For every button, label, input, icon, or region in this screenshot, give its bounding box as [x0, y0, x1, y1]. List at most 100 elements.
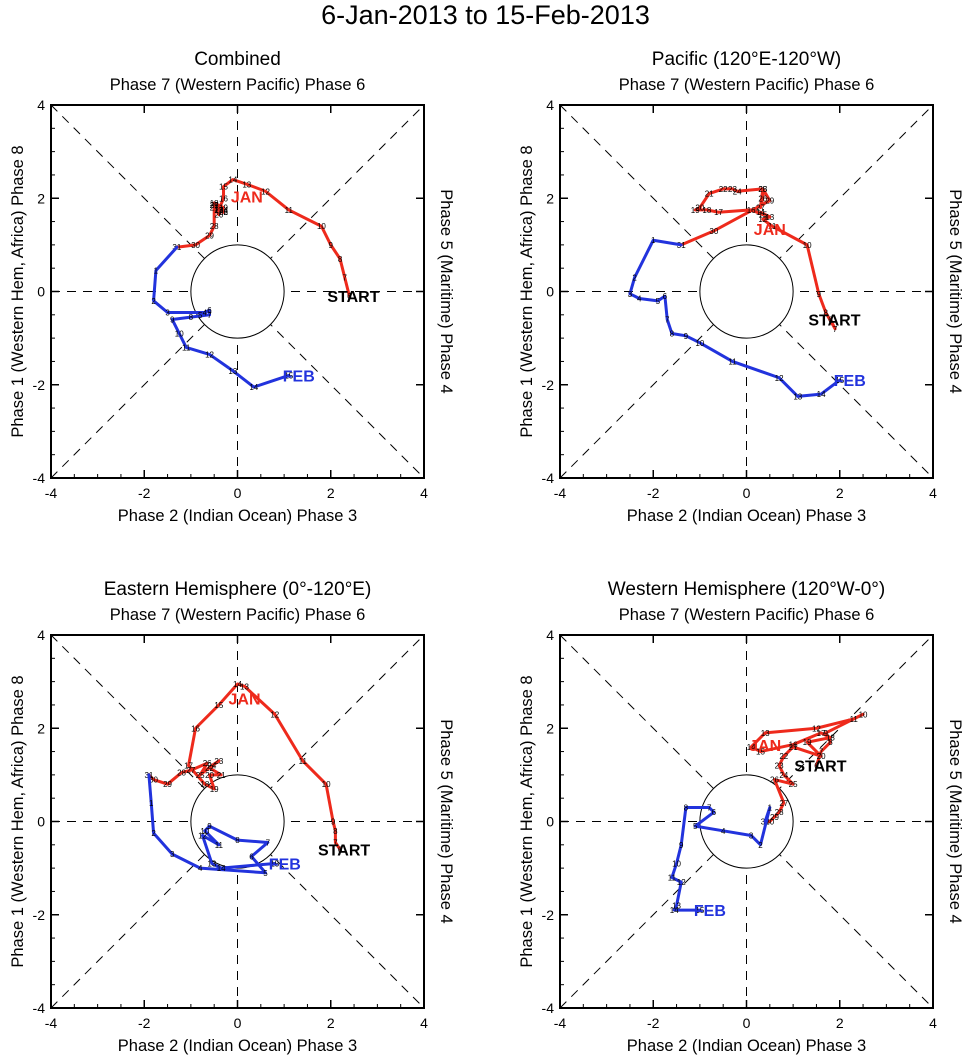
y-tick-label: -2: [33, 907, 46, 923]
x-tick-label: 0: [234, 1015, 242, 1031]
day-label: 26: [758, 194, 767, 203]
day-label: 27: [779, 799, 788, 808]
day-label: 28: [758, 185, 767, 194]
y-tick-label: -2: [33, 377, 46, 393]
panel-2: Pacific (120°E-120°W) Phase 7 (Western Pa…: [518, 49, 964, 525]
x-tick-label: -4: [45, 1015, 58, 1031]
day-label: 14: [747, 743, 756, 752]
left-axis-label: Phase 1 (Western Hem, Africa) Phase 8: [9, 145, 27, 437]
day-label: 15: [758, 211, 767, 220]
x-tick-label: -2: [647, 485, 660, 501]
day-label: 16: [219, 194, 228, 203]
top-axis-label: Phase 7 (Western Pacific) Phase 6: [110, 76, 366, 94]
day-label: 7: [665, 315, 670, 324]
day-label: 5: [656, 297, 661, 306]
day-label: 8: [670, 329, 675, 338]
day-label: 16: [747, 206, 756, 215]
x-tick-label: 4: [929, 1015, 937, 1031]
day-label: 29: [205, 232, 214, 241]
y-tick-label: 0: [546, 814, 554, 830]
jan-label: JAN: [749, 738, 781, 755]
day-label: 12: [261, 187, 270, 196]
y-tick-label: 0: [37, 814, 45, 830]
day-label: 13: [793, 392, 802, 401]
right-axis-label: Phase 5 (Maritime) Phase 4: [946, 719, 964, 924]
top-axis-label: Phase 7 (Western Pacific) Phase 6: [619, 606, 875, 624]
day-label: 23: [214, 757, 223, 766]
day-label: 7: [819, 748, 824, 757]
day-label: 4: [203, 308, 208, 317]
x-tick-label: 0: [743, 485, 751, 501]
day-label: 14: [228, 176, 237, 185]
figure-title: 6-Jan-2013 to 15-Feb-2013: [321, 0, 650, 30]
day-label: 24: [779, 771, 788, 780]
day-label: 19: [210, 785, 219, 794]
day-label: 8: [828, 738, 833, 747]
y-tick-label: -2: [542, 907, 555, 923]
day-label: 14: [249, 383, 258, 392]
unit-circle: [190, 244, 285, 339]
day-label: 28: [210, 222, 219, 231]
start-label: START: [808, 312, 860, 329]
feb-label: FEB: [834, 373, 866, 390]
day-label: 9: [331, 818, 336, 827]
day-label: 30: [149, 776, 158, 785]
y-tick-label: 2: [37, 190, 45, 206]
day-label: 7: [707, 804, 712, 813]
top-axis-label: Phase 7 (Western Pacific) Phase 6: [619, 76, 875, 94]
day-label: 13: [228, 367, 237, 376]
y-tick-label: 4: [37, 627, 45, 643]
day-label: 9: [207, 822, 212, 831]
day-label: 6: [814, 762, 819, 771]
day-label: 14: [817, 390, 826, 399]
day-label: 11: [285, 206, 294, 215]
day-label: 8: [684, 804, 689, 813]
day-label: 20: [214, 211, 223, 220]
x-tick-label: 4: [420, 1015, 428, 1031]
day-label: 10: [317, 222, 326, 231]
feb-label: FEB: [694, 903, 726, 920]
day-label: 20: [817, 752, 826, 761]
day-label: 24: [733, 187, 742, 196]
day-label: 21: [789, 743, 798, 752]
series-line-jan: [749, 712, 865, 823]
day-label: 15: [695, 906, 704, 915]
day-label: 10: [803, 241, 812, 250]
day-label: 6: [338, 845, 343, 854]
day-label: 14: [233, 680, 242, 689]
day-label: 26: [219, 208, 228, 217]
day-label: 20: [695, 204, 704, 213]
day-label: 15: [284, 371, 293, 380]
day-label: 15: [270, 859, 279, 868]
day-label: 9: [824, 729, 829, 738]
day-label: 11: [728, 357, 737, 366]
unit-circle: [699, 244, 794, 339]
x-tick-label: 4: [929, 485, 937, 501]
day-label: 27: [186, 766, 195, 775]
day-label: 7: [833, 325, 838, 334]
day-label: 17: [714, 208, 723, 217]
day-label: 30: [709, 227, 718, 236]
day-label: 2: [632, 274, 637, 283]
day-label: 22: [219, 208, 228, 217]
day-label: 11: [182, 343, 191, 352]
day-label: 3: [749, 831, 754, 840]
day-label: 1: [768, 804, 773, 813]
day-label: 4: [637, 294, 642, 303]
day-label: 4: [721, 827, 726, 836]
day-label: 14: [670, 906, 679, 915]
day-label: 5: [263, 869, 268, 878]
day-label: 10: [175, 329, 184, 338]
day-label: 13: [240, 682, 249, 691]
y-tick-label: 4: [546, 97, 554, 113]
feb-label: FEB: [283, 368, 315, 385]
day-label: 6: [828, 315, 833, 324]
start-label: START: [318, 842, 370, 859]
panel-title: Pacific (120°E-120°W): [652, 49, 841, 70]
day-label: 18: [210, 199, 219, 208]
panel-title: Eastern Hemisphere (0°-120°E): [104, 579, 372, 600]
x-tick-label: 2: [327, 1015, 335, 1031]
day-label: 17: [817, 729, 826, 738]
series-line-jan: [147, 682, 342, 851]
